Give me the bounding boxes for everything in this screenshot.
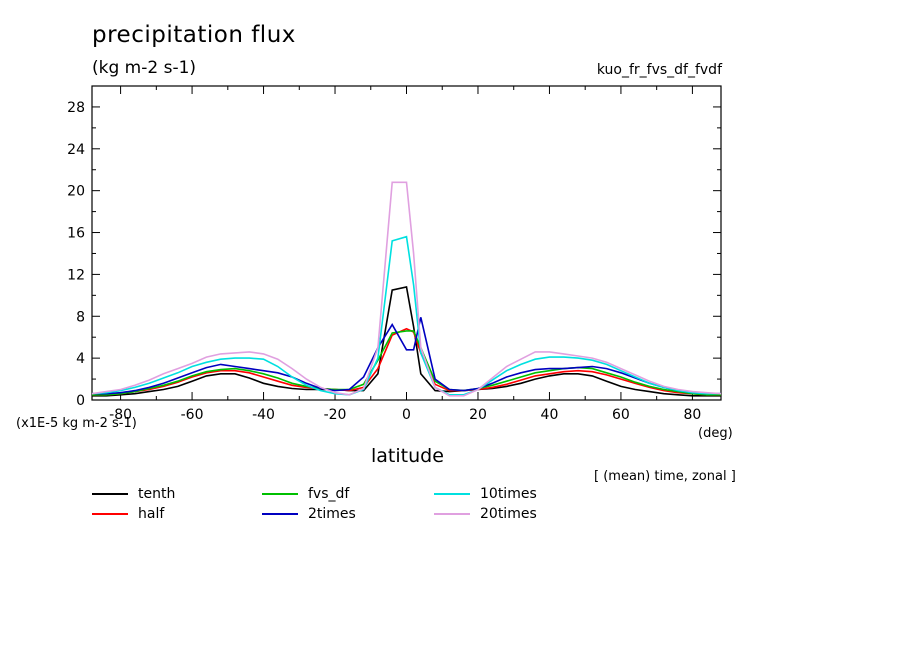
legend-label: tenth [138, 486, 176, 502]
x-tick-label: 0 [402, 407, 411, 423]
y-tick-label: 24 [67, 142, 85, 158]
legend-label: fvs_df [308, 486, 350, 502]
legend-item-20times: 20times [434, 506, 537, 522]
legend-item-10times: 10times [434, 486, 537, 502]
y-tick-label: 12 [67, 267, 85, 283]
series-line-fvs_df [92, 330, 721, 396]
plot-frame [91, 85, 722, 401]
x-tick-label: -60 [181, 407, 204, 423]
y-tick-label: 20 [67, 184, 85, 200]
legend-item-tenth: tenth [92, 486, 175, 502]
series-line-2times [92, 317, 721, 395]
legend-swatch [434, 513, 470, 515]
x-axis-unit: (deg) [698, 426, 733, 441]
y-tick-label: 4 [76, 351, 85, 367]
x-axis-label: latitude [371, 445, 444, 467]
y-tick-label: 16 [67, 226, 85, 242]
y-tick-label: 28 [67, 100, 85, 116]
series-line-tenth [92, 286, 721, 397]
legend-item-2times: 2times [262, 506, 356, 522]
y-tick-label: 8 [76, 309, 85, 325]
legend-swatch [262, 513, 298, 515]
series-line-half [92, 327, 721, 396]
chart-title: precipitation flux [92, 22, 296, 48]
scale-note: (x1E-5 kg m-2 s-1) [16, 416, 137, 431]
x-tick-label: 20 [469, 407, 487, 423]
legend-item-half: half [92, 506, 164, 522]
series-line-10times [91, 235, 721, 396]
legend-swatch [262, 493, 298, 495]
x-tick-label: -80 [109, 407, 132, 423]
legend-swatch [92, 513, 128, 515]
run-name: kuo_fr_fvs_df_fvdf [596, 62, 722, 78]
mean-info: [ (mean) time, zonal ] [594, 469, 736, 484]
legend-swatch [434, 493, 470, 495]
chart-units: (kg m-2 s-1) [92, 58, 197, 78]
x-tick-label: 60 [612, 407, 630, 423]
legend-swatch [92, 493, 128, 495]
series-line-20times [91, 181, 722, 397]
x-tick-label: -40 [252, 407, 275, 423]
x-tick-label: -20 [324, 407, 347, 423]
legend-label: half [138, 506, 165, 522]
y-tick-label: 0 [76, 393, 85, 409]
legend-item-fvs_df: fvs_df [262, 486, 349, 502]
legend-label: 10times [480, 486, 537, 502]
legend-label: 2times [308, 506, 356, 522]
x-tick-label: 80 [683, 407, 701, 423]
legend-label: 20times [480, 506, 537, 522]
x-tick-label: 40 [541, 407, 559, 423]
